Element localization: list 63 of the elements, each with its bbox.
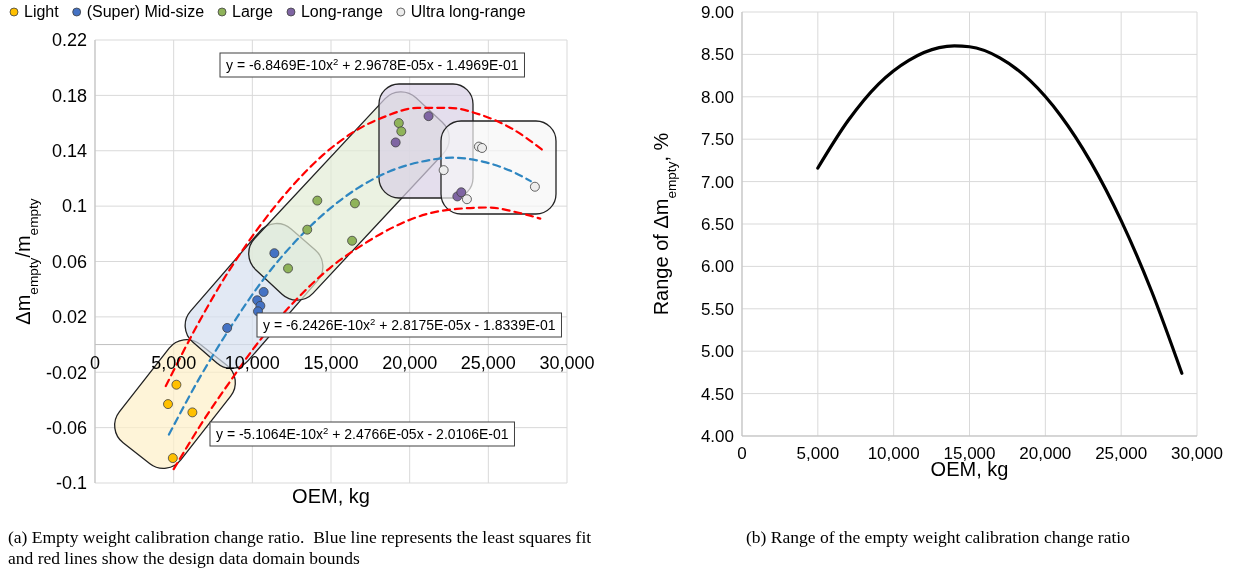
y-tick-label: 9.00 [700,2,734,22]
point [167,453,178,463]
legend-label: (Super) Mid-size [86,3,205,20]
point [530,181,540,192]
x-tick-label: 5,000 [796,444,840,463]
y-tick-label: 5.00 [700,342,734,362]
x-tick-label: 0 [89,352,101,373]
y-tick-label: 0.1 [61,196,87,217]
x-tick-label: 0 [737,444,747,463]
x-tick-label: 20,000 [382,352,438,373]
legend-label: Long-range [300,3,383,20]
point [302,224,313,235]
y-tick-label: 6.50 [700,214,734,234]
x-tick-label: 30,000 [1171,444,1223,463]
point [347,235,357,246]
x-tick-label: 25,000 [1095,444,1148,463]
legend-label: Ultra long-range [410,3,526,20]
y-tick-label: 7.50 [700,130,734,150]
x-tick-label: 25,000 [460,352,516,373]
x-axis-title: OEM, kg [292,485,370,507]
annotation: y = -6.8469E-10x$^{2}$ + 2.9678E-05x - 1.4969E-01 [226,55,519,73]
text: (b) Range of the empty weight calibration change ratio [746,527,1131,547]
point [258,287,269,297]
legend-label: Large [232,3,274,20]
y-tick-label: 0.22 [51,30,87,51]
annotation: y = -5.1064E-10x$^{2}$ + 2.4766E-05x - 2.0106E-01 [216,424,509,442]
point [283,263,293,274]
y-tick-label: 0.14 [51,141,87,162]
point [187,407,198,418]
y-tick-label: 4.00 [700,426,734,446]
point [438,165,449,176]
y-tick-label: -0.06 [45,417,87,438]
y-tick-label: 0.06 [51,251,87,272]
point [269,248,280,259]
point [163,399,173,409]
x-tick-label: 20,000 [1019,444,1072,463]
point [350,198,360,209]
y-tick-label: -0.02 [45,362,87,383]
y-tick-label: 8.50 [700,45,734,65]
annotation: y = -6.2426E-10x$^{2}$ + 2.8175E-05x - 1.8339E-01 [263,315,556,333]
y-tick-label: 0.02 [51,307,87,328]
x-tick-label: 30,000 [539,352,595,373]
point [423,111,434,122]
y-tick-label: 5.50 [700,299,734,319]
y-tick-label: 8.00 [700,87,734,107]
point [396,126,407,137]
y-tick-label: 7.00 [700,172,734,192]
y-tick-label: 0.18 [51,85,87,106]
legend-label: Light [24,3,60,20]
y-tick-label: 6.00 [700,257,734,277]
point [312,195,323,206]
point [171,379,182,390]
text: (a) Empty weight calibration change ratio. Blue line represents the least squares fit and red lines show the design data domain bounds [8,527,592,568]
x-tick-label: 10,000 [867,444,920,463]
y-tick-label: -0.1 [55,473,87,494]
point [393,118,404,128]
x-tick-label: 15,000 [303,352,359,373]
point [222,323,233,333]
line-series [816,44,1184,375]
point [456,187,467,198]
y-tick-label: 4.50 [700,384,734,404]
point [462,194,472,205]
point [390,137,401,148]
